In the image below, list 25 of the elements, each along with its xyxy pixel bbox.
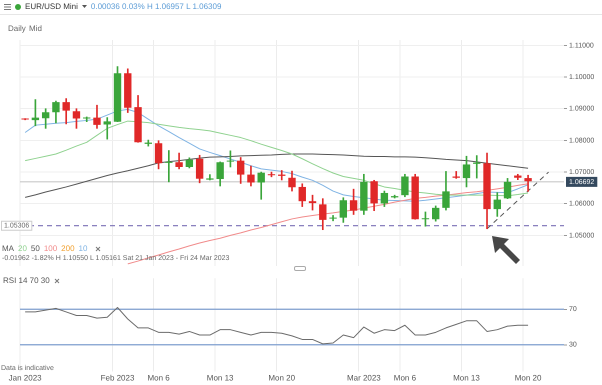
x-tick-label: Mon 13 — [206, 373, 234, 382]
x-tick-label: Mon 20 — [268, 373, 296, 382]
candlestick — [329, 215, 337, 222]
x-tick-label: Mon 20 — [514, 373, 542, 382]
candlestick — [268, 172, 276, 178]
candlestick — [422, 212, 430, 227]
chart-title: EUR/USD Mini — [25, 2, 78, 11]
x-tick-label: Jan 2023 — [8, 373, 42, 382]
x-tick-label: Mar 2023 — [346, 373, 382, 382]
x-tick-label: Mon 6 — [394, 373, 417, 382]
candlestick — [308, 194, 316, 210]
text: 20 — [18, 244, 27, 253]
text: 100 — [44, 244, 58, 253]
text: Mid — [29, 24, 42, 33]
text: Daily — [8, 24, 26, 33]
chart-subtitle: 0.00036 0.03% H 1.06957 L 1.06309 — [90, 2, 222, 11]
text: 50 — [30, 244, 40, 253]
x-tick-label: Mon 13 — [453, 373, 480, 382]
text: 10 — [78, 244, 88, 253]
x-tick-label: Feb 2023 — [100, 373, 135, 382]
chart-title: RSI 14 70 30 — [3, 276, 51, 285]
x-tick-label: Mon 6 — [147, 373, 170, 382]
legend-title: MA — [2, 244, 14, 253]
candlestick — [524, 174, 532, 192]
legend-label: 200 — [61, 244, 75, 253]
